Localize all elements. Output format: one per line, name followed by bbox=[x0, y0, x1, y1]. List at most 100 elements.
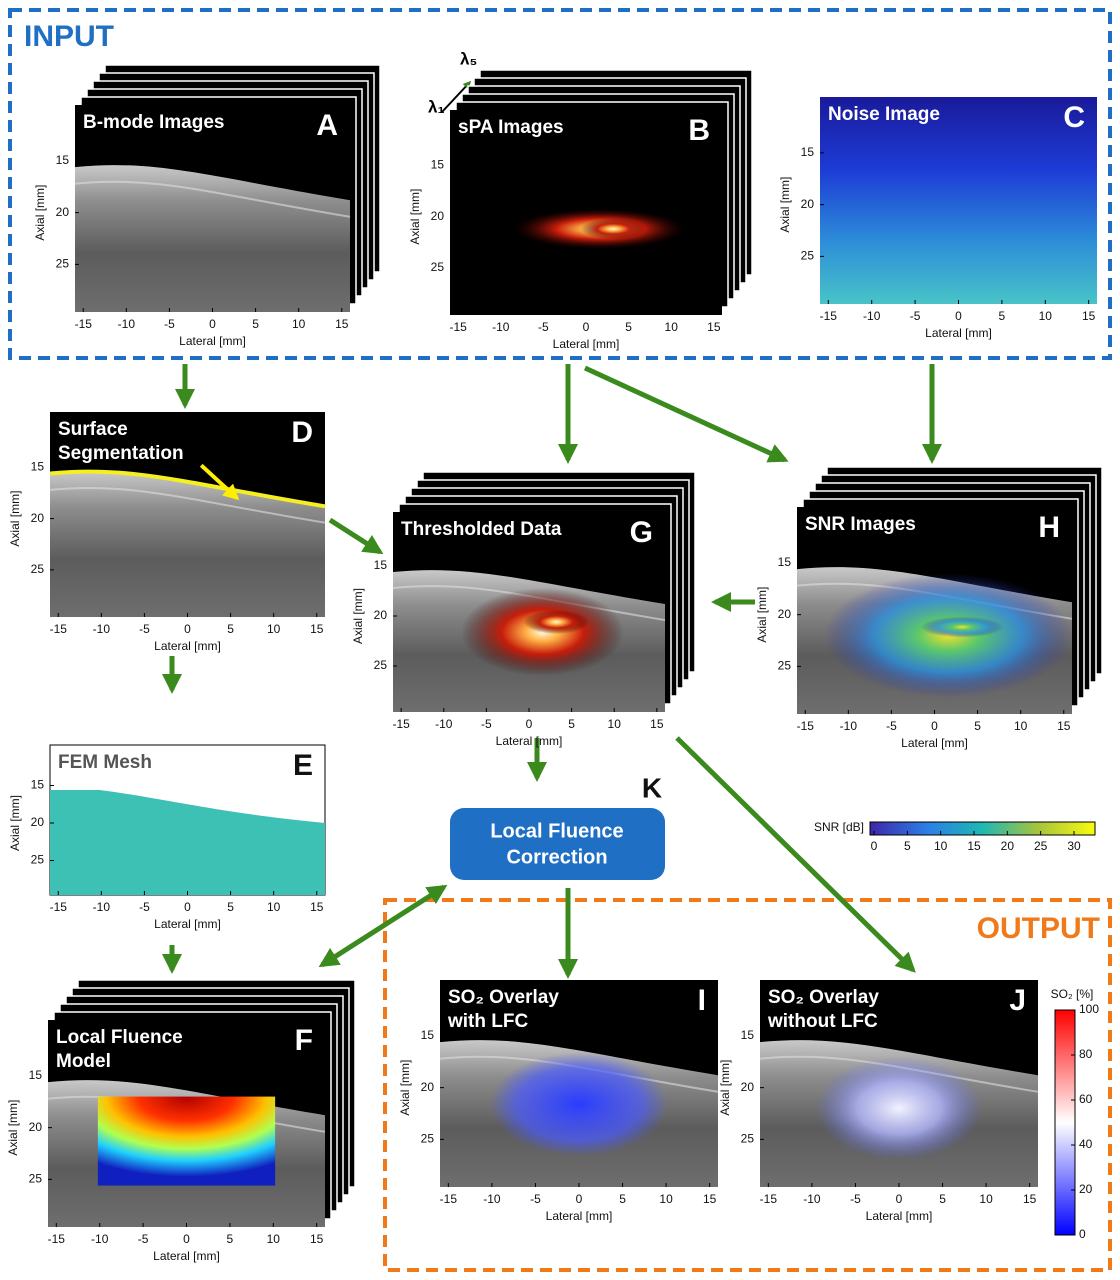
panel: SNR ImagesH-15-10-5051015152025Lateral [… bbox=[755, 467, 1102, 750]
y-tick-label: 25 bbox=[778, 659, 792, 673]
wavelength-label: λ₅ bbox=[460, 49, 477, 68]
x-tick-label: -5 bbox=[538, 320, 549, 334]
panel-title: Noise Image bbox=[828, 104, 940, 125]
panel-title: Thresholded Data bbox=[401, 519, 562, 540]
fluence-map bbox=[98, 1097, 275, 1186]
x-tick-label: -15 bbox=[50, 622, 68, 636]
x-axis-label: Lateral [mm] bbox=[901, 736, 968, 750]
colorbar-tick-label: 60 bbox=[1079, 1092, 1093, 1106]
colorbar-tick-label: 10 bbox=[934, 839, 948, 853]
panel-title: Segmentation bbox=[58, 443, 184, 464]
panel-title: Model bbox=[56, 1051, 111, 1072]
x-tick-label: -15 bbox=[820, 309, 838, 323]
x-tick-label: -10 bbox=[483, 1192, 501, 1206]
x-tick-label: -5 bbox=[138, 1232, 149, 1246]
x-tick-label: 0 bbox=[184, 900, 191, 914]
x-tick-label: -5 bbox=[481, 717, 492, 731]
output-label: OUTPUT bbox=[977, 912, 1100, 945]
panel-image bbox=[797, 507, 1072, 714]
x-tick-label: 10 bbox=[267, 1232, 281, 1246]
y-tick-label: 20 bbox=[374, 608, 388, 622]
panel-title: with LFC bbox=[447, 1011, 528, 1032]
y-axis-label: Axial [mm] bbox=[778, 177, 792, 233]
colorbar-tick-label: 30 bbox=[1067, 839, 1081, 853]
y-tick-label: 25 bbox=[374, 658, 388, 672]
panel-title: FEM Mesh bbox=[58, 752, 152, 773]
x-tick-label: -5 bbox=[164, 317, 175, 331]
arrow bbox=[677, 738, 913, 970]
colorbar-tick-label: 5 bbox=[904, 839, 911, 853]
panel-letter: D bbox=[291, 416, 313, 449]
y-tick-label: 20 bbox=[421, 1080, 435, 1094]
colorbar-tick-label: 15 bbox=[967, 839, 981, 853]
x-tick-label: -15 bbox=[440, 1192, 458, 1206]
y-tick-label: 20 bbox=[31, 511, 45, 525]
colorbar-tick-label: 40 bbox=[1079, 1137, 1093, 1151]
x-tick-label: 0 bbox=[583, 320, 590, 334]
page: { "input_label": "INPUT", "output_label"… bbox=[0, 0, 1120, 1280]
x-tick-label: 10 bbox=[608, 717, 622, 731]
panel-letter: F bbox=[295, 1024, 313, 1057]
x-tick-label: 0 bbox=[183, 1232, 190, 1246]
snr-colorbar-label: SNR [dB] bbox=[814, 820, 864, 834]
x-tick-label: 5 bbox=[619, 1192, 626, 1206]
y-tick-label: 20 bbox=[56, 205, 70, 219]
x-tick-label: 0 bbox=[896, 1192, 903, 1206]
x-tick-label: 10 bbox=[665, 320, 679, 334]
y-axis-label: Axial [mm] bbox=[351, 588, 365, 644]
x-axis-label: Lateral [mm] bbox=[553, 337, 620, 351]
x-tick-label: 0 bbox=[576, 1192, 583, 1206]
y-tick-label: 25 bbox=[421, 1132, 435, 1146]
x-tick-label: 15 bbox=[1057, 719, 1071, 733]
x-tick-label: 15 bbox=[335, 317, 349, 331]
x-tick-label: 5 bbox=[568, 717, 575, 731]
x-tick-label: 5 bbox=[625, 320, 632, 334]
x-tick-label: -10 bbox=[91, 1232, 109, 1246]
x-tick-label: -10 bbox=[803, 1192, 821, 1206]
y-tick-label: 20 bbox=[431, 209, 445, 223]
x-tick-label: -10 bbox=[840, 719, 858, 733]
colorbar-tick-label: 20 bbox=[1001, 839, 1015, 853]
x-tick-label: -5 bbox=[910, 309, 921, 323]
panel-title: sPA Images bbox=[458, 117, 564, 138]
x-tick-label: -10 bbox=[118, 317, 136, 331]
x-tick-label: 5 bbox=[227, 1232, 234, 1246]
panel: Local FluenceModelF-15-10-5051015152025L… bbox=[6, 980, 355, 1263]
colorbar-tick-label: 100 bbox=[1079, 1002, 1099, 1016]
panel-title: Local Fluence bbox=[56, 1027, 183, 1048]
panel-title: B-mode Images bbox=[83, 112, 224, 133]
y-tick-label: 15 bbox=[421, 1028, 435, 1042]
panel-title: without LFC bbox=[767, 1011, 878, 1032]
colorbar-tick-label: 20 bbox=[1079, 1182, 1093, 1196]
x-axis-label: Lateral [mm] bbox=[866, 1209, 933, 1223]
x-tick-label: -15 bbox=[50, 900, 68, 914]
x-tick-label: 15 bbox=[1082, 309, 1096, 323]
y-axis-label: Axial [mm] bbox=[718, 1060, 732, 1116]
panel: SurfaceSegmentationD-15-10-5051015152025… bbox=[8, 412, 325, 653]
colorbar-tick-label: 25 bbox=[1034, 839, 1048, 853]
y-axis-label: Axial [mm] bbox=[8, 795, 22, 851]
y-tick-label: 20 bbox=[29, 1120, 43, 1134]
figure: INPUT OUTPUT Local Fluence Correction K … bbox=[0, 0, 1120, 1280]
x-tick-label: 0 bbox=[184, 622, 191, 636]
overlay bbox=[524, 610, 589, 634]
x-tick-label: 15 bbox=[310, 1232, 324, 1246]
x-tick-label: -5 bbox=[139, 900, 150, 914]
colorbar-tick-label: 0 bbox=[1079, 1227, 1086, 1241]
x-tick-label: 15 bbox=[703, 1192, 717, 1206]
overlay bbox=[816, 1057, 983, 1161]
panel-letter: E bbox=[293, 749, 313, 782]
x-tick-label: 15 bbox=[1023, 1192, 1037, 1206]
x-tick-label: -10 bbox=[492, 320, 510, 334]
y-axis-label: Axial [mm] bbox=[398, 1060, 412, 1116]
y-tick-label: 25 bbox=[56, 257, 70, 271]
snr-colorbar bbox=[870, 822, 1095, 835]
y-axis-label: Axial [mm] bbox=[33, 185, 47, 241]
panel-letter: G bbox=[630, 516, 653, 549]
x-tick-label: 0 bbox=[931, 719, 938, 733]
y-tick-label: 15 bbox=[56, 153, 70, 167]
y-tick-label: 25 bbox=[741, 1132, 755, 1146]
colorbar-tick-label: 0 bbox=[871, 839, 878, 853]
